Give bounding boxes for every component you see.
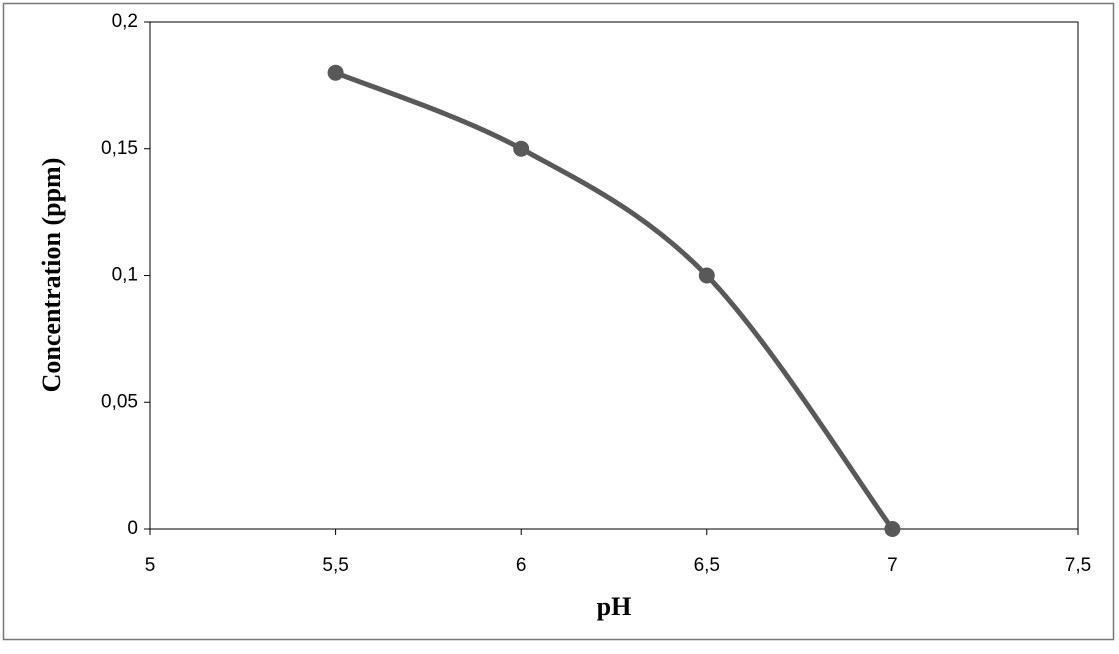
series-line xyxy=(334,70,895,531)
y-tick-label: 0,2 xyxy=(112,11,138,32)
y-tick-label: 0 xyxy=(127,518,138,539)
y-tick-label: 0,1 xyxy=(112,265,138,286)
data-point xyxy=(513,140,530,157)
x-tick-label: 6 xyxy=(516,555,527,576)
data-point xyxy=(327,64,344,81)
x-tick-label: 7,5 xyxy=(1065,555,1091,576)
x-axis-title: pH xyxy=(597,592,632,621)
y-tick-label: 0,15 xyxy=(101,138,138,159)
data-point xyxy=(884,521,901,537)
chart-frame xyxy=(2,2,1115,641)
x-tick-label: 5 xyxy=(145,555,156,576)
y-axis-title: Concentration (ppm) xyxy=(37,158,66,393)
plot-area xyxy=(149,21,1079,530)
x-tick-label: 7 xyxy=(887,555,898,576)
x-tick-label: 6,5 xyxy=(694,555,720,576)
x-tick-label: 5,5 xyxy=(322,555,348,576)
y-tick-label: 0,05 xyxy=(101,391,138,412)
data-point xyxy=(698,267,715,284)
